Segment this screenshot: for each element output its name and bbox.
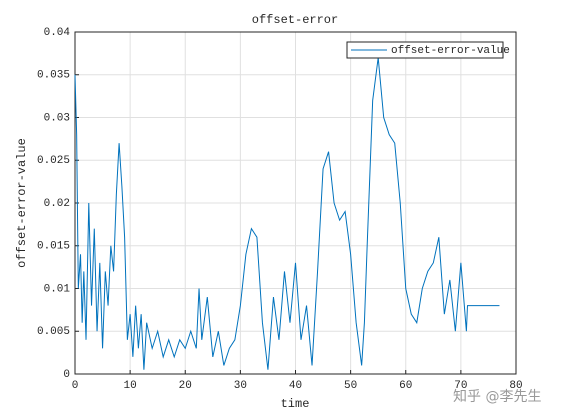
y-tick-label: 0.03	[44, 112, 70, 124]
x-axis-label: time	[281, 397, 310, 411]
legend-label: offset-error-value	[391, 45, 510, 57]
x-tick-label: 60	[399, 380, 412, 392]
y-tick-label: 0.015	[37, 241, 70, 253]
y-tick-label: 0.025	[37, 155, 70, 167]
y-tick-label: 0.005	[37, 326, 70, 338]
y-tick-label: 0.04	[44, 27, 71, 39]
y-tick-label: 0.02	[44, 198, 70, 210]
legend-box	[346, 41, 504, 59]
watermark: 知乎 @李先生	[453, 388, 541, 405]
x-tick-label: 40	[289, 380, 302, 392]
axes-box	[74, 31, 517, 375]
x-tick-label: 20	[179, 380, 192, 392]
x-tick-label: 0	[72, 380, 79, 392]
x-tick-label: 80	[509, 380, 522, 392]
chart-title: offset-error	[252, 13, 338, 27]
x-tick-label: 30	[234, 380, 247, 392]
y-tick-label: 0	[63, 369, 70, 381]
y-axis-label: offset-error-value	[15, 138, 29, 268]
x-tick-label: 70	[454, 380, 467, 392]
x-tick-label: 50	[344, 380, 357, 392]
x-tick-label: 10	[124, 380, 137, 392]
y-tick-label: 0.035	[37, 70, 70, 82]
y-tick-label: 0.01	[44, 283, 71, 295]
data-line	[74, 57, 500, 370]
